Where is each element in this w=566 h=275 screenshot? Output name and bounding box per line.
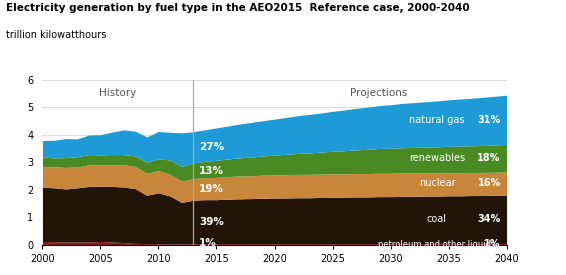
Text: 13%: 13%	[199, 166, 224, 176]
Text: trillion kilowatthours: trillion kilowatthours	[6, 30, 106, 40]
Text: History: History	[99, 88, 136, 98]
Text: 1%: 1%	[199, 238, 217, 248]
Text: 27%: 27%	[199, 142, 224, 152]
Text: Projections: Projections	[350, 88, 408, 98]
Text: Electricity generation by fuel type in the AEO2015  Reference case, 2000-2040: Electricity generation by fuel type in t…	[6, 3, 469, 13]
Text: 16%: 16%	[478, 178, 501, 188]
Text: petroleum and other liquids: petroleum and other liquids	[378, 240, 496, 249]
Text: natural gas: natural gas	[409, 115, 465, 125]
Text: 39%: 39%	[199, 217, 224, 227]
Text: 19%: 19%	[199, 184, 224, 194]
Text: renewables: renewables	[409, 153, 465, 163]
Text: nuclear: nuclear	[419, 178, 455, 188]
Text: 18%: 18%	[477, 153, 501, 163]
Text: coal: coal	[427, 214, 447, 224]
Text: 31%: 31%	[478, 115, 501, 125]
Text: 34%: 34%	[478, 214, 501, 224]
Text: 1%: 1%	[484, 239, 501, 249]
